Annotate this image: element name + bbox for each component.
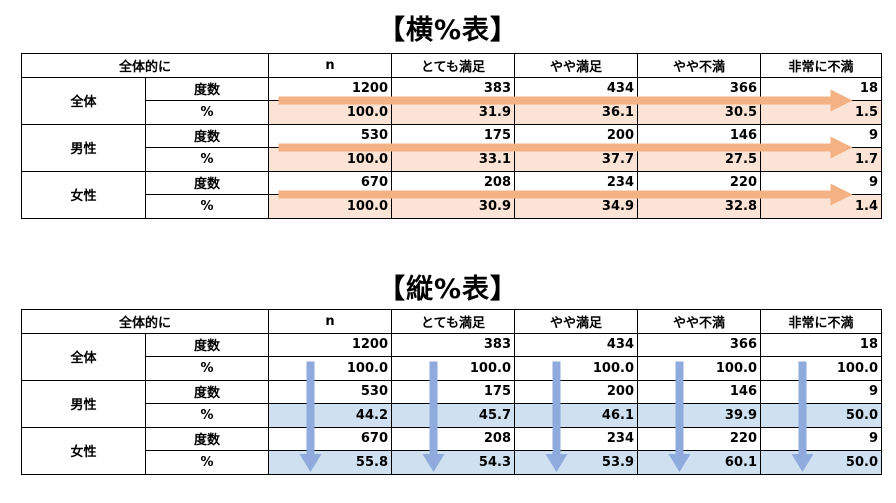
pct-cell: 100.0 [391,356,515,381]
count-cell: 1200 [268,76,392,101]
table1-title: 【横%表】 [377,15,519,46]
pct-cell: 1.4 [760,194,882,219]
pct-cell: 31.9 [391,100,515,125]
group-label: 男性 [21,123,146,172]
pct-cell: 100.0 [514,356,638,381]
count-label: 度数 [145,426,269,451]
count-cell: 220 [637,426,761,451]
group-label: 男性 [21,379,146,428]
count-cell: 208 [391,170,515,195]
pct-cell: 37.7 [514,147,638,172]
pct-cell: 27.5 [637,147,761,172]
pct-cell: 100.0 [268,356,392,381]
count-cell: 366 [637,76,761,101]
pct-cell: 100.0 [637,356,761,381]
count-cell: 200 [514,379,638,404]
count-cell: 9 [760,379,882,404]
pct-label: % [145,100,269,125]
count-label: 度数 [145,123,269,148]
count-cell: 1200 [268,332,392,357]
pct-label: % [145,356,269,381]
column-header: やや不満 [637,309,761,334]
pct-cell: 30.9 [391,194,515,219]
pct-cell: 39.9 [637,403,761,428]
pct-cell: 100.0 [268,194,392,219]
count-cell: 200 [514,123,638,148]
pct-label: % [145,403,269,428]
horizontal-percent-table: 全体的に n とても満足 やや満足 やや不満 非常に不満 全体 度数 1200 383 434 366… [21,53,882,219]
pct-cell: 1.5 [760,100,882,125]
corner-header: 全体的に [21,53,269,78]
pct-cell: 1.7 [760,147,882,172]
pct-label: % [145,194,269,219]
column-header: n [268,309,392,334]
column-header: やや不満 [637,53,761,78]
column-header: 非常に不満 [760,309,882,334]
count-cell: 234 [514,170,638,195]
count-cell: 383 [391,76,515,101]
group-label: 全体 [21,332,146,381]
pct-cell: 54.3 [391,450,515,475]
pct-cell: 100.0 [268,100,392,125]
pct-cell: 55.8 [268,450,392,475]
column-header: とても満足 [391,309,515,334]
pct-label: % [145,147,269,172]
count-cell: 530 [268,123,392,148]
corner-header: 全体的に [21,309,269,334]
count-cell: 434 [514,332,638,357]
pct-cell: 30.5 [637,100,761,125]
count-cell: 434 [514,76,638,101]
table2-title: 【縦%表】 [377,274,519,305]
count-cell: 670 [268,170,392,195]
count-cell: 530 [268,379,392,404]
pct-cell: 53.9 [514,450,638,475]
count-cell: 383 [391,332,515,357]
count-cell: 146 [637,379,761,404]
count-cell: 18 [760,332,882,357]
pct-label: % [145,450,269,475]
group-label: 女性 [21,426,146,475]
count-cell: 175 [391,379,515,404]
count-cell: 366 [637,332,761,357]
pct-cell: 50.0 [760,450,882,475]
vertical-percent-table: 全体的に n とても満足 やや満足 やや不満 非常に不満 全体 度数 1200 383 434 366… [21,309,882,475]
count-label: 度数 [145,332,269,357]
pct-cell: 36.1 [514,100,638,125]
count-cell: 234 [514,426,638,451]
count-cell: 9 [760,123,882,148]
column-header: とても満足 [391,53,515,78]
pct-cell: 60.1 [637,450,761,475]
pct-cell: 44.2 [268,403,392,428]
pct-cell: 50.0 [760,403,882,428]
pct-cell: 32.8 [637,194,761,219]
group-label: 全体 [21,76,146,125]
count-cell: 208 [391,426,515,451]
count-cell: 146 [637,123,761,148]
pct-cell: 45.7 [391,403,515,428]
pct-cell: 33.1 [391,147,515,172]
column-header: 非常に不満 [760,53,882,78]
pct-cell: 34.9 [514,194,638,219]
count-cell: 9 [760,426,882,451]
count-cell: 670 [268,426,392,451]
count-label: 度数 [145,170,269,195]
column-header: やや満足 [514,309,638,334]
count-cell: 220 [637,170,761,195]
group-label: 女性 [21,170,146,219]
count-label: 度数 [145,76,269,101]
pct-cell: 100.0 [268,147,392,172]
count-cell: 18 [760,76,882,101]
count-cell: 9 [760,170,882,195]
count-label: 度数 [145,379,269,404]
column-header: やや満足 [514,53,638,78]
pct-cell: 46.1 [514,403,638,428]
column-header: n [268,53,392,78]
pct-cell: 100.0 [760,356,882,381]
count-cell: 175 [391,123,515,148]
